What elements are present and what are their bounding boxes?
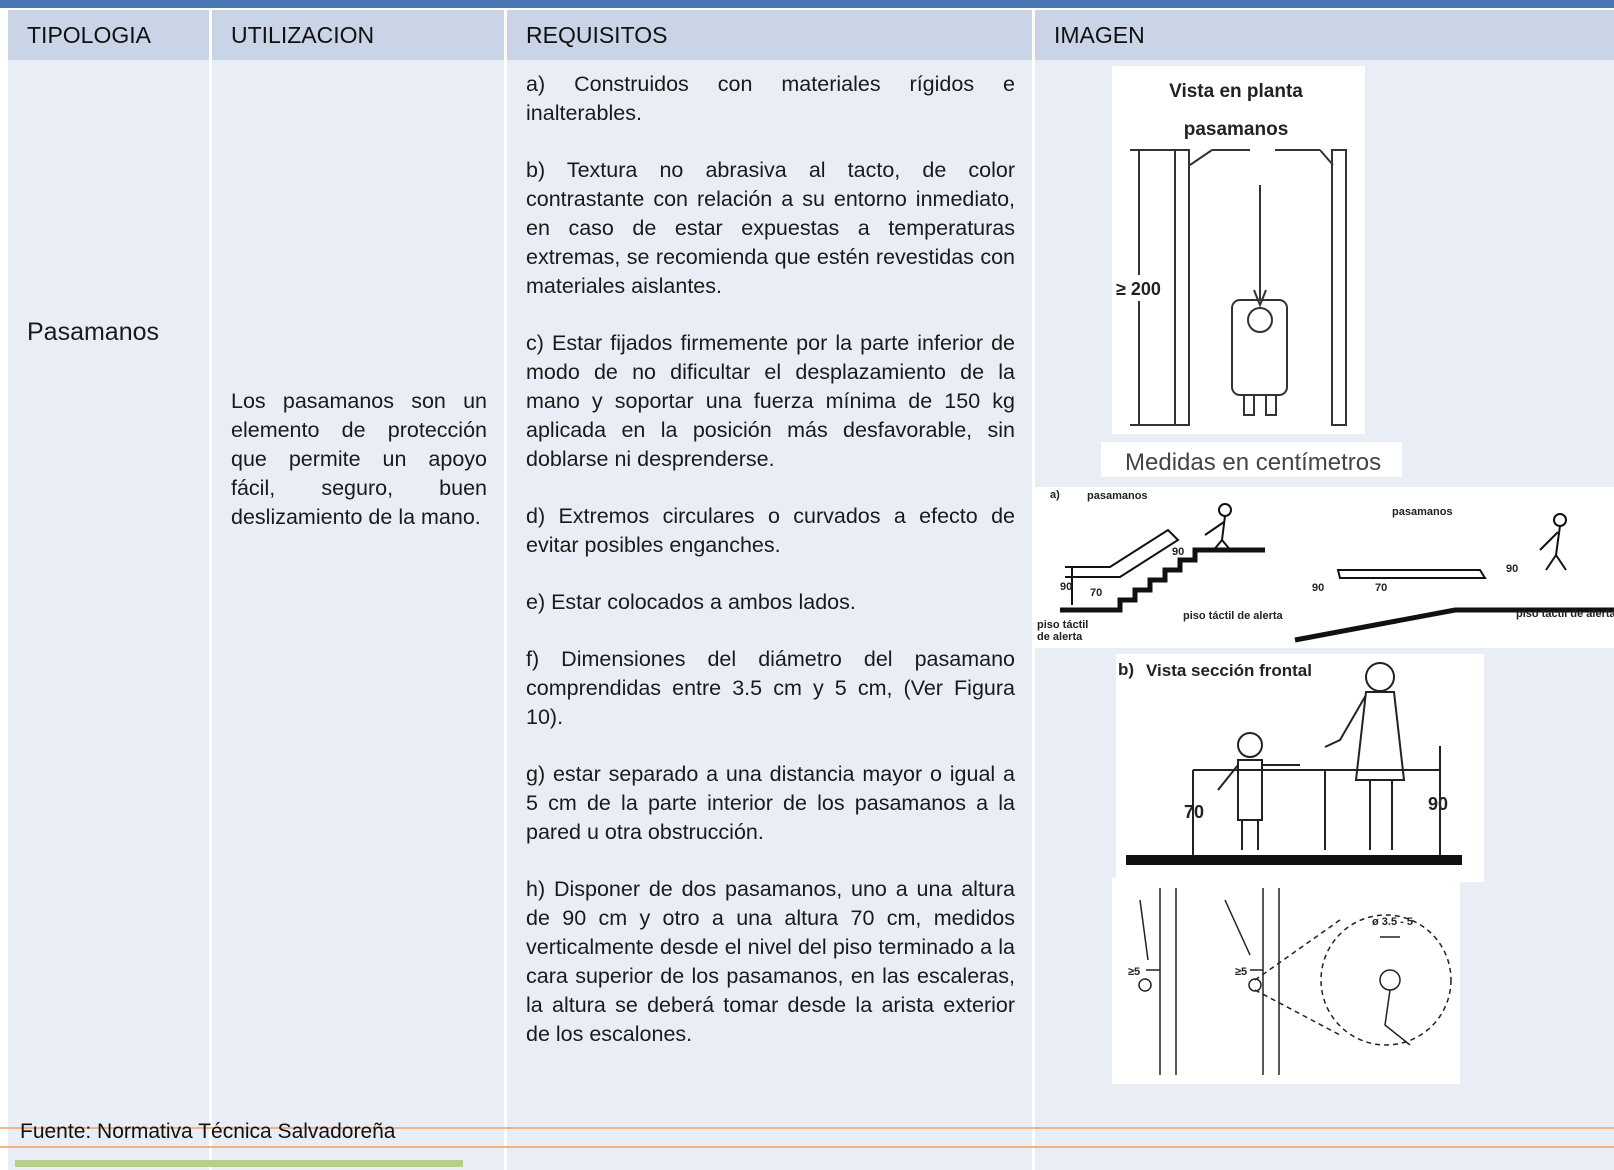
header-cell: REQUISITOS <box>507 10 1032 60</box>
tipologia: Pasamanos <box>27 318 160 346</box>
label: 90 <box>1172 546 1184 558</box>
body-cell <box>507 60 1032 1170</box>
requisito: d) Extremos circulares o curvados a efec… <box>526 504 1015 557</box>
stairs-figure: a) pasamanos 90 70 90 piso táctil de ale… <box>1034 487 1614 648</box>
header-cell: TIPOLOGIA <box>8 10 209 60</box>
body-cell <box>8 60 209 1170</box>
label-line: de alerta <box>1037 631 1083 643</box>
label: 90 <box>1506 563 1518 575</box>
label: pasamanos <box>1184 119 1289 140</box>
label: 90 <box>1312 582 1324 594</box>
units-label: Medidas en centímetros <box>1125 449 1381 476</box>
requisito: a) Construidos con materiales rígidos e … <box>526 72 1015 125</box>
label: ≥ 200 <box>1116 279 1161 299</box>
label: a) <box>1050 489 1060 501</box>
label: piso táctil de alerta <box>1516 608 1614 620</box>
label: Vista en planta <box>1169 81 1303 102</box>
utilizacion: Los pasamanos son un elemento de protecc… <box>231 389 487 529</box>
label: b) <box>1118 660 1134 679</box>
label: 70 <box>1184 802 1204 822</box>
header-cell: UTILIZACION <box>212 10 504 60</box>
requisito: h) Disponer de dos pasamanos, uno a una … <box>526 877 1015 1046</box>
requisito: e) Estar colocados a ambos lados. <box>526 590 856 614</box>
label: pasamanos <box>1392 506 1453 518</box>
label: pasamanos <box>1087 490 1148 502</box>
requisitos: a) Construidos con materiales rígidos e … <box>526 70 1015 1077</box>
label: piso táctil de alerta <box>1037 619 1088 643</box>
plan-figure: Vista en planta pasamanos ≥ 200 <box>1112 66 1365 434</box>
label: ≥5 <box>1235 966 1247 978</box>
detail-figure: ≥5 ≥5 ø 3.5 - 5 <box>1112 878 1460 1084</box>
requisito: g) estar separado a una distancia mayor … <box>526 762 1015 844</box>
label: 90 <box>1428 794 1448 814</box>
label: ≥5 <box>1128 966 1140 978</box>
header-cell: IMAGEN <box>1035 10 1614 60</box>
requisito: f) Dimensiones del diámetro del pasamano… <box>526 647 1015 729</box>
top-bar <box>0 0 1614 8</box>
label: ø 3.5 - 5 <box>1372 916 1413 928</box>
requisito: b) Textura no abrasiva al tacto, de colo… <box>526 158 1015 298</box>
front-figure: b) Vista sección frontal 70 90 <box>1116 654 1484 882</box>
requisito: c) Estar fijados firmemente por la parte… <box>526 331 1015 471</box>
body-cell <box>212 60 504 1170</box>
label: 70 <box>1090 587 1102 599</box>
label: 70 <box>1375 582 1387 594</box>
label: Vista sección frontal <box>1146 661 1312 680</box>
label: piso táctil de alerta <box>1183 610 1284 622</box>
source-note: Fuente: Normativa Técnica Salvadoreña <box>20 1120 396 1143</box>
label: 90 <box>1060 581 1072 593</box>
label-line: piso táctil <box>1037 619 1088 631</box>
